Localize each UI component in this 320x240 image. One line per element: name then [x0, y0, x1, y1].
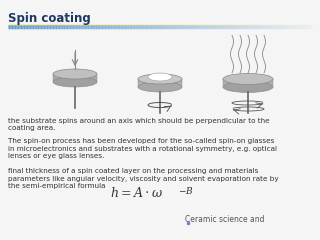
Ellipse shape	[138, 82, 182, 92]
Ellipse shape	[138, 74, 182, 84]
Ellipse shape	[53, 69, 97, 79]
Ellipse shape	[223, 73, 273, 84]
Polygon shape	[53, 74, 97, 82]
Ellipse shape	[223, 82, 273, 92]
Ellipse shape	[53, 77, 97, 87]
Polygon shape	[223, 79, 273, 87]
Text: Spin coating: Spin coating	[8, 12, 91, 25]
Text: Ceramic science and: Ceramic science and	[185, 215, 265, 224]
Text: final thickness of a spin coated layer on the processing and materials
parameter: final thickness of a spin coated layer o…	[8, 168, 279, 189]
Text: $h = A \cdot \omega$: $h = A \cdot \omega$	[110, 186, 163, 200]
Text: $-B$: $-B$	[178, 185, 194, 196]
Polygon shape	[138, 79, 182, 87]
Text: The spin-on process has been developed for the so-called spin-on glasses
in micr: The spin-on process has been developed f…	[8, 138, 277, 159]
Text: the substrate spins around an axis which should be perpendicular to the
coating : the substrate spins around an axis which…	[8, 118, 270, 131]
Ellipse shape	[148, 73, 172, 81]
